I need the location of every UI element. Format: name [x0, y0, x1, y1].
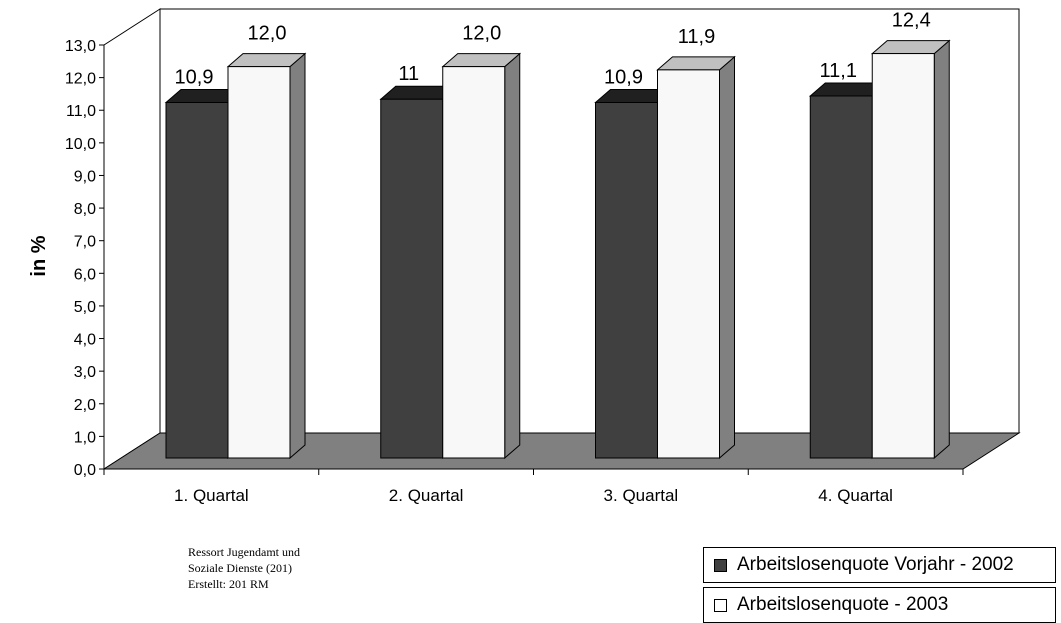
bar [380, 98, 444, 459]
bar-side [504, 52, 521, 460]
legend-label-2003: Arbeitslosenquote - 2003 [737, 594, 949, 615]
y-tick-label: 4,0 [74, 332, 96, 349]
source-line-3: Erstellt: 201 RM [188, 577, 269, 591]
source-note: Ressort Jugendamt und Soziale Dienste (2… [188, 544, 300, 592]
x-axis: 1. Quartal 2. Quartal 3. Quartal 4. Quartal [103, 468, 964, 505]
y-tick-label: 10,0 [65, 136, 96, 153]
bar [871, 53, 935, 459]
bar-side [719, 55, 735, 460]
legend-swatch-2003 [714, 598, 727, 612]
bar [165, 101, 229, 459]
bar [657, 69, 720, 459]
bar [595, 101, 658, 459]
y-axis: 0,0 1,0 2,0 3,0 4,0 5,0 6,0 7,0 8,0 9,0 10,0 11,0 12… [65, 38, 105, 479]
bar-side [933, 39, 950, 460]
bar [227, 66, 291, 459]
y-tick-label: 5,0 [74, 299, 96, 316]
x-tick-label: 2. Quartal [389, 486, 464, 505]
source-line-1: Ressort Jugendamt und [188, 545, 300, 559]
y-tick-label: 11,0 [66, 103, 96, 120]
bar [809, 95, 873, 459]
y-tick-label: 0,0 [74, 462, 96, 479]
x-tick-label: 3. Quartal [604, 486, 679, 505]
legend-item-2002: Arbeitslosenquote Vorjahr - 2002 [703, 547, 1056, 583]
y-tick-label: 7,0 [74, 234, 96, 251]
side-wall [103, 8, 161, 470]
data-label: 10,9 [175, 66, 214, 88]
data-label: 11 [398, 63, 419, 85]
y-tick-label: 8,0 [74, 201, 96, 218]
bar-chart: 0,0 1,0 2,0 3,0 4,0 5,0 6,0 7,0 8,0 9,0 10,0 11,0 12… [28, 8, 1021, 505]
y-axis-title: in % [28, 235, 50, 276]
y-tick-label: 12,0 [65, 71, 96, 88]
y-tick-label: 2,0 [74, 397, 96, 414]
y-tick-label: 1,0 [74, 429, 96, 446]
data-label: 11,9 [678, 26, 715, 48]
x-tick-label: 4. Quartal [818, 486, 893, 505]
bar [442, 66, 506, 459]
data-label: 10,9 [604, 66, 643, 88]
data-label: 12,0 [248, 23, 287, 45]
y-tick-label: 9,0 [74, 168, 96, 185]
legend-item-2003: Arbeitslosenquote - 2003 [703, 587, 1056, 623]
x-tick-label: 1. Quartal [174, 486, 249, 505]
data-label: 12,4 [892, 10, 931, 32]
y-tick-label: 3,0 [74, 364, 96, 381]
source-line-2: Soziale Dienste (201) [188, 561, 292, 575]
chart-walls [102, 8, 1021, 470]
bar-side [289, 52, 306, 460]
bars [164, 39, 951, 460]
y-tick-label: 13,0 [65, 38, 96, 55]
data-labels: 10,9 12,0 11 12,0 10,9 11,9 11,1 12,4 [175, 10, 931, 89]
legend-label-2002: Arbeitslosenquote Vorjahr - 2002 [737, 554, 1014, 575]
data-label: 12,0 [462, 23, 501, 45]
data-label: 11,1 [820, 60, 857, 82]
legend-swatch-2002 [714, 558, 727, 572]
y-tick-label: 6,0 [74, 266, 96, 283]
